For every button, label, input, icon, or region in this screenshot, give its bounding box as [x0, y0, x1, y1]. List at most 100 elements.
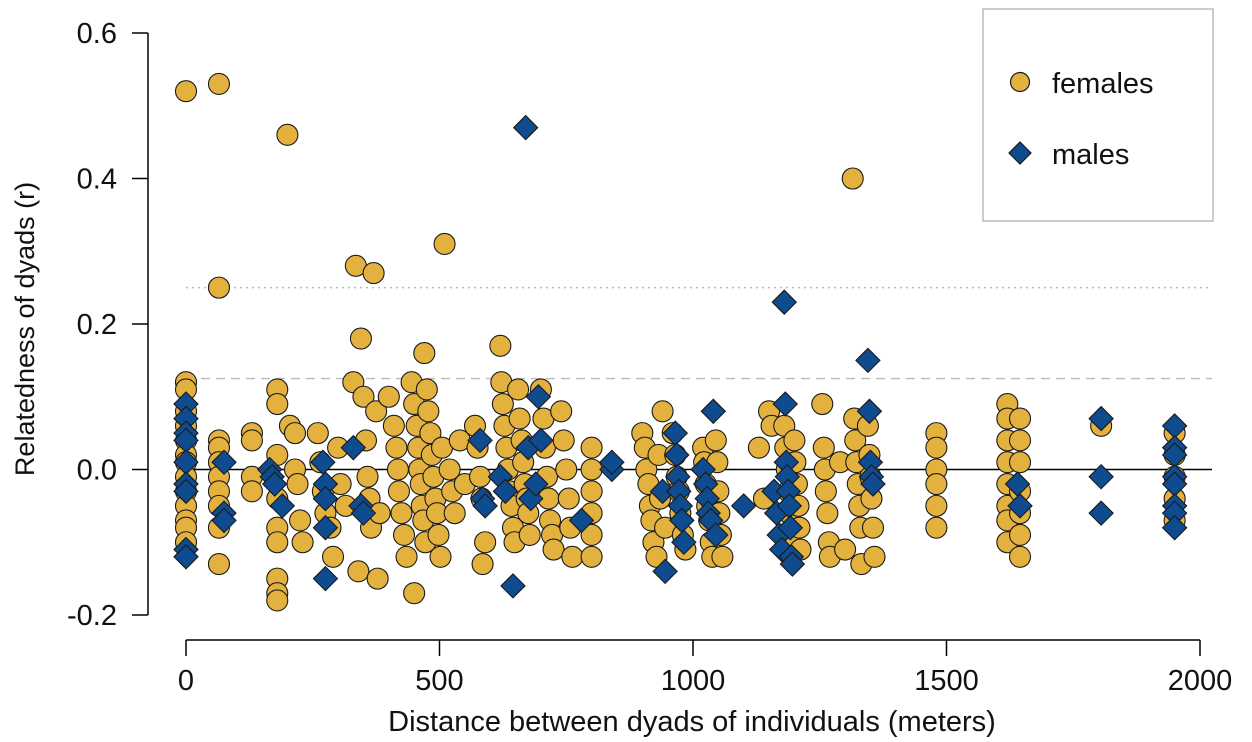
data-point-females [240, 429, 263, 452]
y-tick-label: 0.2 [77, 309, 117, 341]
data-point-females [863, 545, 886, 568]
data-point-females [580, 480, 603, 503]
data-point-males [523, 471, 549, 497]
data-point-males [779, 551, 806, 577]
data-point-females [417, 400, 440, 423]
data-point-females [283, 422, 307, 445]
data-point-females [651, 400, 674, 423]
data-point-males [599, 449, 625, 476]
data-point-females [386, 458, 409, 481]
data-point-males [777, 514, 804, 541]
data-point-females [518, 523, 541, 547]
data-point-females [419, 422, 442, 445]
data-point-females [356, 465, 379, 488]
data-point-females [240, 480, 263, 503]
data-point-females [469, 465, 492, 488]
data-point-females [861, 516, 885, 539]
data-point-females [542, 538, 565, 561]
series-females-points [174, 72, 1186, 612]
x-axis: 0 500 1000 1500 2000 [178, 639, 1233, 697]
data-point-females [289, 509, 312, 532]
data-point-males [312, 514, 339, 541]
data-point-males [730, 493, 757, 519]
data-point-females [561, 545, 584, 568]
x-axis-label: Distance between dyads of individuals (m… [388, 706, 996, 738]
data-point-males [771, 289, 798, 315]
data-point-females [550, 400, 573, 423]
data-point-males [1007, 493, 1033, 519]
data-point-males [1088, 463, 1114, 490]
data-point-females [276, 123, 299, 146]
data-point-females [387, 480, 410, 503]
data-point-males [1088, 405, 1114, 432]
data-point-females [395, 545, 418, 568]
data-point-males [211, 507, 237, 534]
data-point-females [555, 458, 578, 481]
data-point-females [349, 327, 372, 350]
data-point-females [352, 385, 375, 408]
data-point-females [925, 516, 948, 539]
data-point-males [671, 529, 697, 556]
series-males-points [173, 114, 1188, 599]
data-point-males [492, 478, 519, 505]
data-point-females [925, 472, 948, 496]
data-point-females [433, 232, 456, 256]
data-point-females [366, 567, 389, 590]
data-point-males [855, 347, 881, 374]
data-point-females [1008, 451, 1032, 474]
data-point-males [568, 507, 595, 534]
data-point-females [1008, 545, 1032, 568]
data-point-males [860, 471, 886, 497]
data-point-males [312, 485, 339, 512]
data-point-males [856, 398, 883, 425]
data-point-females [347, 560, 370, 583]
legend-females-label: females [1052, 68, 1154, 100]
x-tick-label: 0 [178, 665, 194, 697]
data-point-females [403, 582, 426, 605]
data-point-females [429, 545, 452, 568]
data-point-females [711, 545, 734, 568]
data-point-males [467, 427, 493, 454]
y-tick-label: -0.2 [67, 600, 117, 632]
x-tick-label: 2000 [1168, 665, 1233, 697]
data-point-males [528, 427, 554, 454]
data-point-females [841, 167, 864, 190]
data-point-males [350, 500, 377, 526]
data-point-males [173, 478, 199, 505]
data-point-females [552, 429, 575, 452]
data-point-females [814, 480, 837, 503]
data-point-females [415, 378, 438, 401]
data-point-females [508, 407, 531, 430]
data-point-females [362, 262, 385, 285]
data-point-males [652, 558, 678, 585]
data-point-males [269, 493, 296, 519]
data-point-females [207, 553, 231, 576]
data-point-females [1008, 523, 1032, 547]
data-point-females [489, 334, 512, 357]
data-point-females [507, 378, 530, 401]
data-point-females [557, 487, 580, 510]
data-point-females [438, 458, 461, 481]
data-point-females [580, 458, 603, 481]
y-axis: -0.2 0.0 0.2 0.4 0.6 [67, 18, 149, 632]
data-point-males [211, 449, 237, 476]
data-point-females [392, 523, 416, 547]
data-point-females [474, 531, 497, 554]
data-point-females [704, 429, 727, 452]
x-tick-label: 500 [415, 665, 463, 697]
data-point-males [500, 573, 526, 599]
data-point-males [703, 522, 729, 548]
data-point-females [207, 72, 231, 95]
data-point-females [413, 342, 436, 365]
data-point-females [816, 502, 839, 525]
data-point-females [390, 502, 413, 525]
legend-box [982, 8, 1214, 222]
data-point-females [385, 436, 408, 459]
y-tick-label: 0.4 [77, 164, 117, 196]
data-point-females [925, 494, 948, 517]
data-point-females [580, 523, 603, 547]
data-point-females [427, 523, 450, 547]
data-point-males [1088, 500, 1114, 526]
data-point-females [286, 472, 309, 496]
